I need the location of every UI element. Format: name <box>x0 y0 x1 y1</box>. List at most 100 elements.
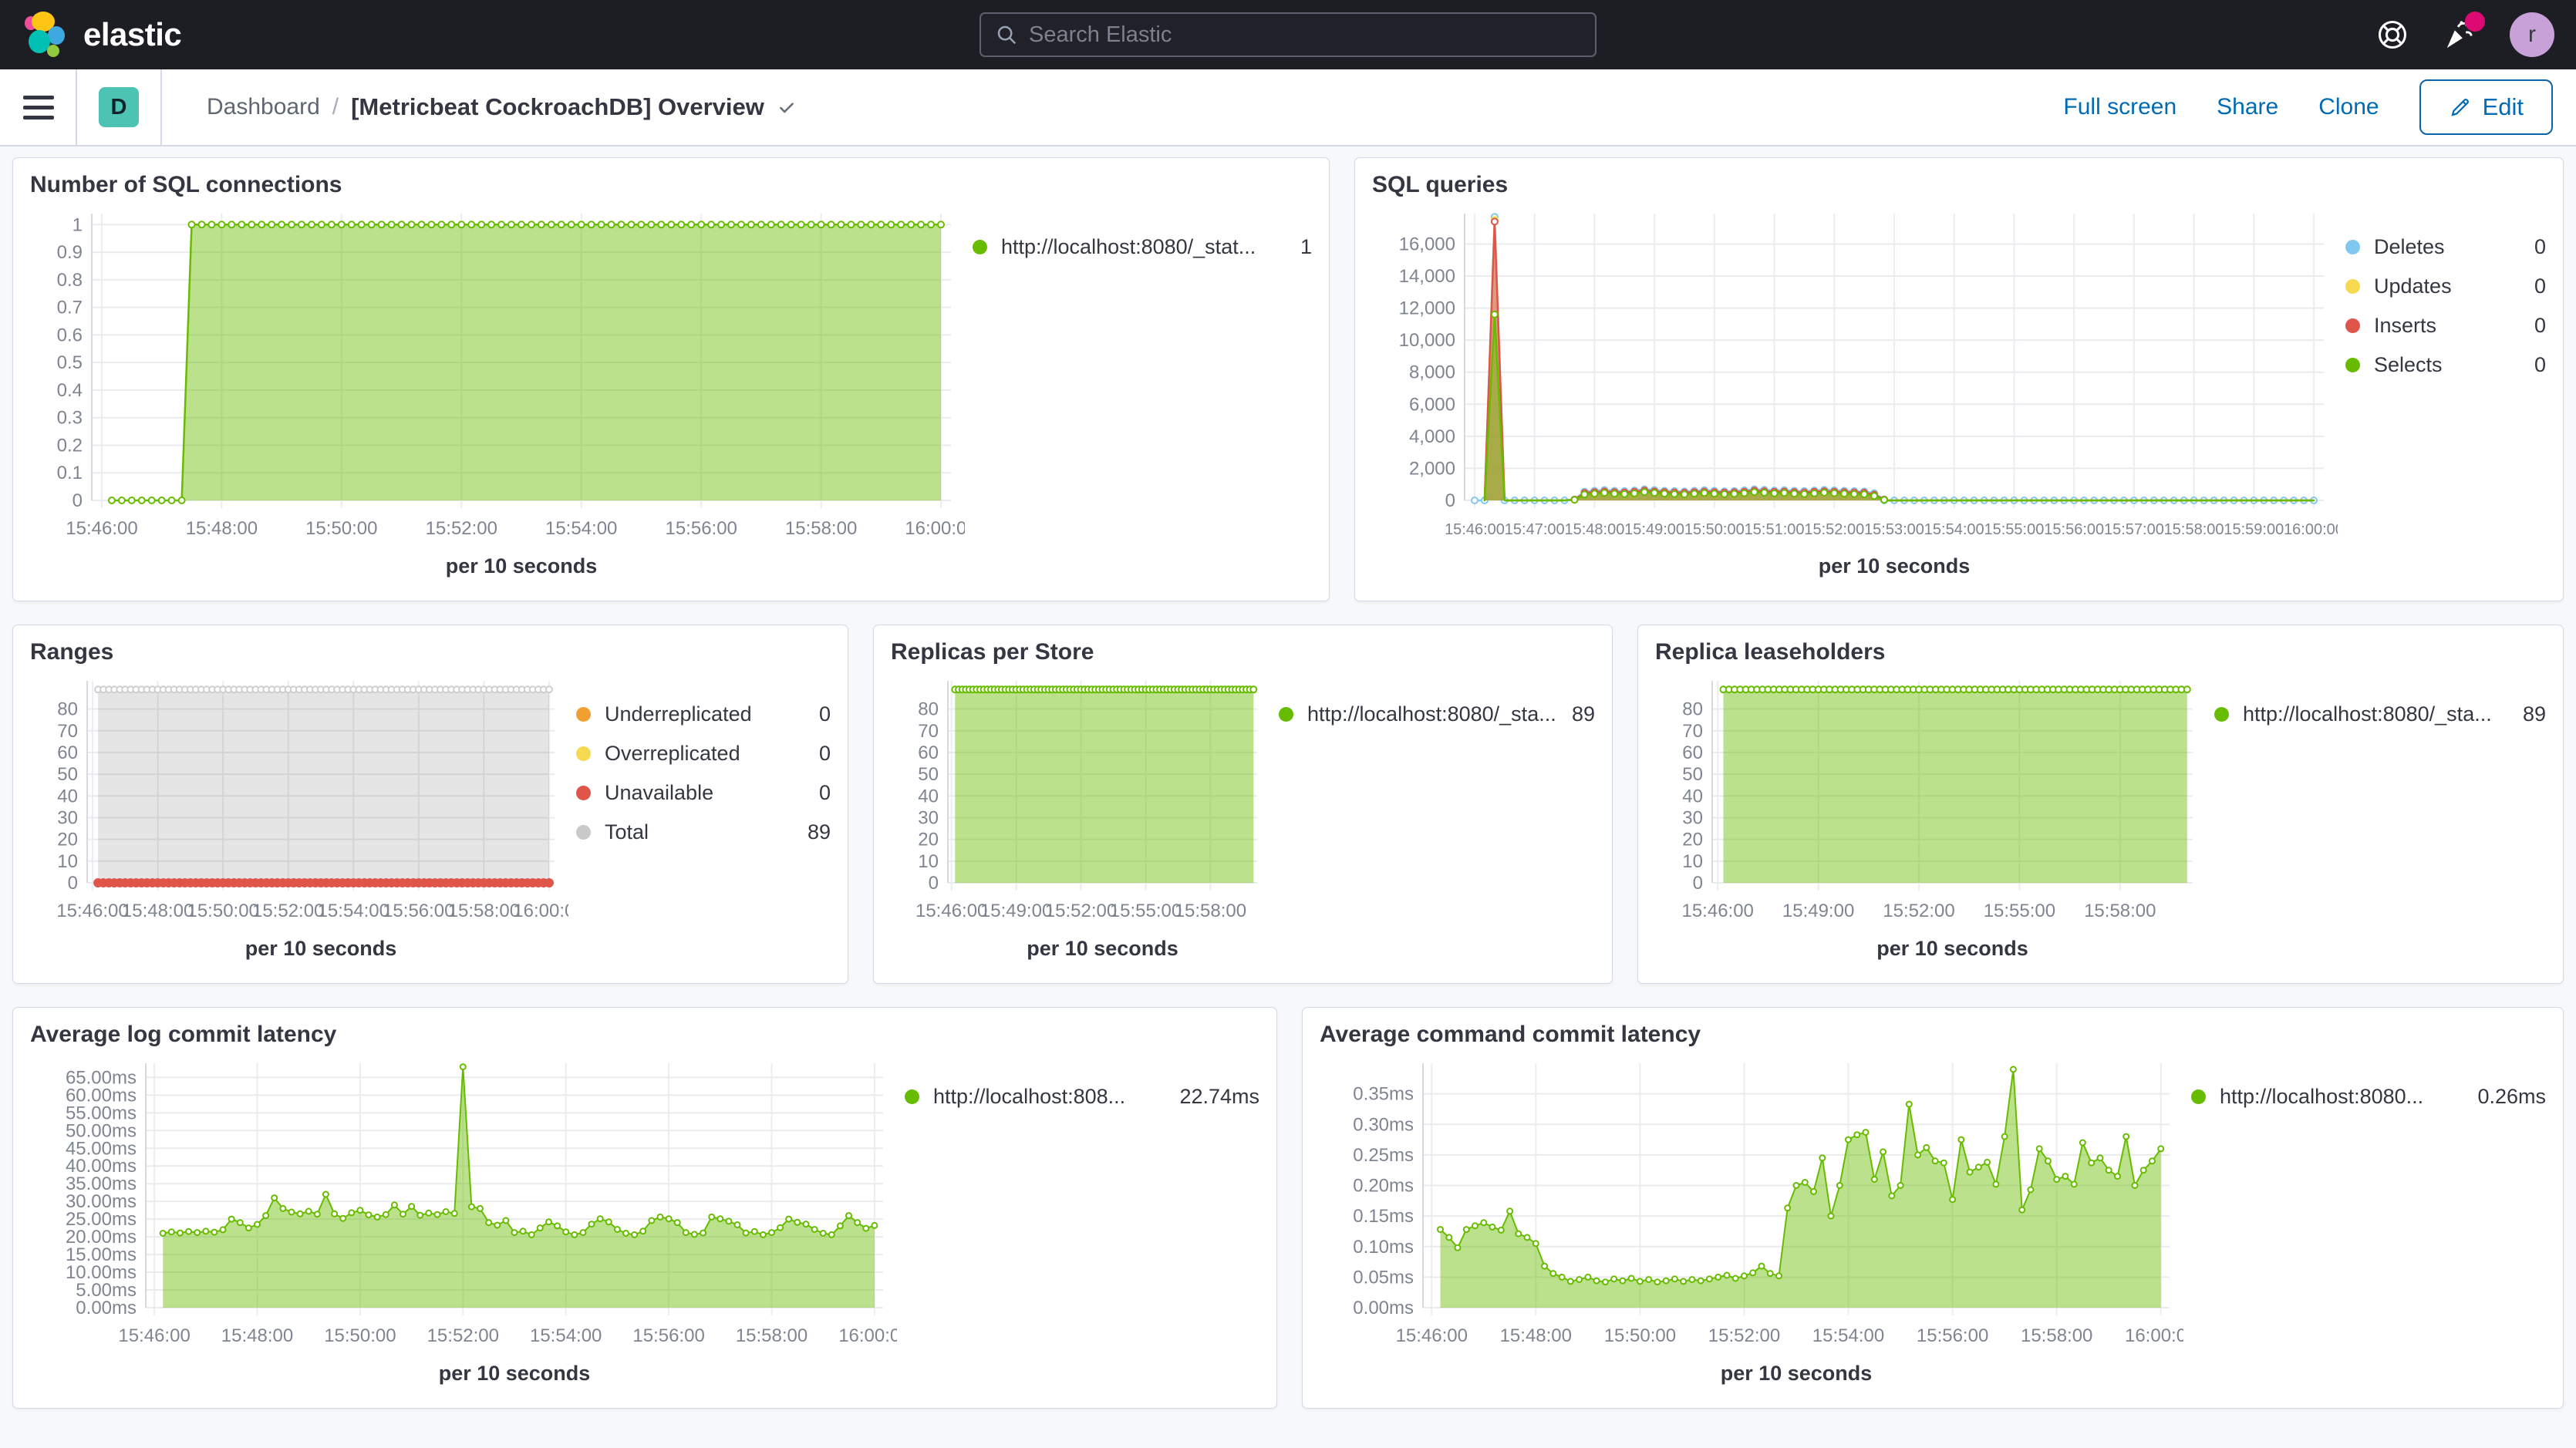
legend-item[interactable]: http://localhost:8080... 0.26ms <box>2191 1085 2546 1109</box>
elastic-brand[interactable]: elastic <box>22 10 182 59</box>
legend-value: 89 <box>1571 702 1595 726</box>
svg-text:15:53:00: 15:53:00 <box>1864 521 1924 538</box>
svg-text:15:54:00: 15:54:00 <box>545 518 617 539</box>
legend-dot-icon <box>2345 358 2360 372</box>
svg-text:15:46:00: 15:46:00 <box>1396 1325 1468 1346</box>
svg-text:30: 30 <box>57 808 78 829</box>
svg-text:0.2: 0.2 <box>57 436 83 456</box>
svg-text:15:46:00: 15:46:00 <box>118 1325 190 1346</box>
svg-text:14,000: 14,000 <box>1399 266 1455 287</box>
svg-text:15:57:00: 15:57:00 <box>2104 521 2164 538</box>
legend-value: 0 <box>818 742 831 765</box>
separator <box>160 69 162 146</box>
legend-item[interactable]: Underreplicated 0 <box>576 702 831 726</box>
svg-text:4,000: 4,000 <box>1409 426 1455 447</box>
svg-text:70: 70 <box>57 721 78 742</box>
breadcrumb-dashboard-link[interactable]: Dashboard <box>207 94 320 120</box>
global-search[interactable] <box>979 12 1597 57</box>
title-chevron-icon[interactable] <box>777 97 797 117</box>
svg-text:15:54:00: 15:54:00 <box>530 1325 602 1346</box>
legend-item[interactable]: Inserts 0 <box>2345 314 2546 338</box>
legend-item[interactable]: http://localhost:808... 22.74ms <box>905 1085 1259 1109</box>
menu-icon[interactable] <box>23 95 54 120</box>
svg-text:15:58:00: 15:58:00 <box>2084 901 2156 921</box>
panel-title: Average command commit latency <box>1320 1022 1701 1047</box>
legend-dot-icon <box>576 825 591 840</box>
news-icon[interactable] <box>2442 12 2485 53</box>
legend-item[interactable]: http://localhost:8080/_stat... 1 <box>973 235 1312 259</box>
legend-label: Updates <box>2374 274 2452 298</box>
svg-text:15:58:00: 15:58:00 <box>2164 521 2224 538</box>
svg-text:15:56:00: 15:56:00 <box>665 518 737 539</box>
panel-replicas-per-store: Replicas per Store 0 10 20 30 40 50 60 70 80 15:4… <box>873 625 1613 984</box>
svg-text:15.00ms: 15.00ms <box>66 1244 137 1265</box>
svg-text:15:48:00: 15:48:00 <box>186 518 258 539</box>
panel-ranges: Ranges 0 10 20 30 40 50 60 70 80 15:46:00 15:48:00… <box>12 625 848 984</box>
svg-text:0.4: 0.4 <box>57 380 83 401</box>
legend-label: Inserts <box>2374 314 2437 337</box>
chart-legend: http://localhost:8080... 0.26ms <box>2183 1085 2546 1394</box>
search-input[interactable] <box>1029 22 1581 48</box>
svg-text:40: 40 <box>918 786 939 807</box>
svg-text:10: 10 <box>1682 851 1703 872</box>
search-icon <box>997 25 1017 45</box>
svg-text:20: 20 <box>57 830 78 850</box>
svg-text:40.00ms: 40.00ms <box>66 1156 137 1177</box>
breadcrumb: Dashboard / [Metricbeat CockroachDB] Ove… <box>207 93 797 121</box>
legend-item[interactable]: Updates 0 <box>2345 274 2546 298</box>
svg-text:30: 30 <box>918 808 939 829</box>
clone-button[interactable]: Clone <box>2318 94 2379 120</box>
svg-text:15:54:00: 15:54:00 <box>318 901 389 921</box>
svg-text:80: 80 <box>918 699 939 720</box>
chart-legend: http://localhost:8080/_sta... 89 <box>1271 702 1595 969</box>
svg-text:15:50:00: 15:50:00 <box>1684 521 1745 538</box>
svg-text:15:48:00: 15:48:00 <box>122 901 194 921</box>
legend-item[interactable]: http://localhost:8080/_sta... 89 <box>2214 702 2546 726</box>
legend-item[interactable]: Overreplicated 0 <box>576 742 831 766</box>
legend-dot-icon <box>2214 707 2229 722</box>
legend-item[interactable]: http://localhost:8080/_sta... 89 <box>1279 702 1595 726</box>
help-icon[interactable] <box>2374 16 2411 53</box>
svg-text:0.1: 0.1 <box>57 463 83 483</box>
legend-dot-icon <box>973 240 987 254</box>
svg-text:15:54:00: 15:54:00 <box>1924 521 1984 538</box>
svg-text:15:48:00: 15:48:00 <box>221 1325 293 1346</box>
svg-text:70: 70 <box>918 721 939 742</box>
svg-text:15:49:00: 15:49:00 <box>1624 521 1684 538</box>
legend-item[interactable]: Total 89 <box>576 820 831 844</box>
svg-text:16:00:00: 16:00:00 <box>2125 1325 2183 1346</box>
legend-value: 22.74ms <box>1179 1085 1259 1108</box>
svg-text:16:00:00: 16:00:00 <box>513 901 568 921</box>
legend-value: 89 <box>807 820 831 844</box>
svg-text:20: 20 <box>918 830 939 850</box>
svg-text:15:48:00: 15:48:00 <box>1500 1325 1572 1346</box>
svg-text:65.00ms: 65.00ms <box>66 1067 137 1088</box>
elastic-logo-icon <box>25 12 65 57</box>
svg-text:60: 60 <box>57 743 78 763</box>
share-button[interactable]: Share <box>2217 94 2279 120</box>
svg-text:15:46:00: 15:46:00 <box>56 901 128 921</box>
avatar[interactable]: r <box>2510 12 2554 57</box>
svg-text:15:52:00: 15:52:00 <box>426 518 497 539</box>
svg-text:15:52:00: 15:52:00 <box>1045 901 1117 921</box>
legend-item[interactable]: Selects 0 <box>2345 353 2546 377</box>
edit-button[interactable]: Edit <box>2419 79 2553 135</box>
svg-text:70: 70 <box>1682 721 1703 742</box>
full-screen-button[interactable]: Full screen <box>2063 94 2177 120</box>
svg-text:0.5: 0.5 <box>57 352 83 373</box>
svg-text:15:50:00: 15:50:00 <box>324 1325 396 1346</box>
svg-text:45.00ms: 45.00ms <box>66 1138 137 1159</box>
svg-text:50: 50 <box>57 764 78 785</box>
dashboard-toolbar: D Dashboard / [Metricbeat CockroachDB] O… <box>0 69 2576 146</box>
breadcrumb-separator: / <box>332 94 339 120</box>
svg-text:0: 0 <box>929 873 939 894</box>
legend-label: Underreplicated <box>605 702 752 726</box>
legend-dot-icon <box>2345 240 2360 254</box>
legend-item[interactable]: Deletes 0 <box>2345 235 2546 259</box>
dashboard-app-badge: D <box>99 87 139 127</box>
panel-title: Number of SQL connections <box>30 172 342 197</box>
legend-item[interactable]: Unavailable 0 <box>576 781 831 805</box>
chart-legend: Deletes 0 Updates 0 Inserts 0 Selects 0 <box>2338 235 2546 587</box>
svg-text:5.00ms: 5.00ms <box>76 1280 137 1301</box>
svg-text:12,000: 12,000 <box>1399 298 1455 319</box>
